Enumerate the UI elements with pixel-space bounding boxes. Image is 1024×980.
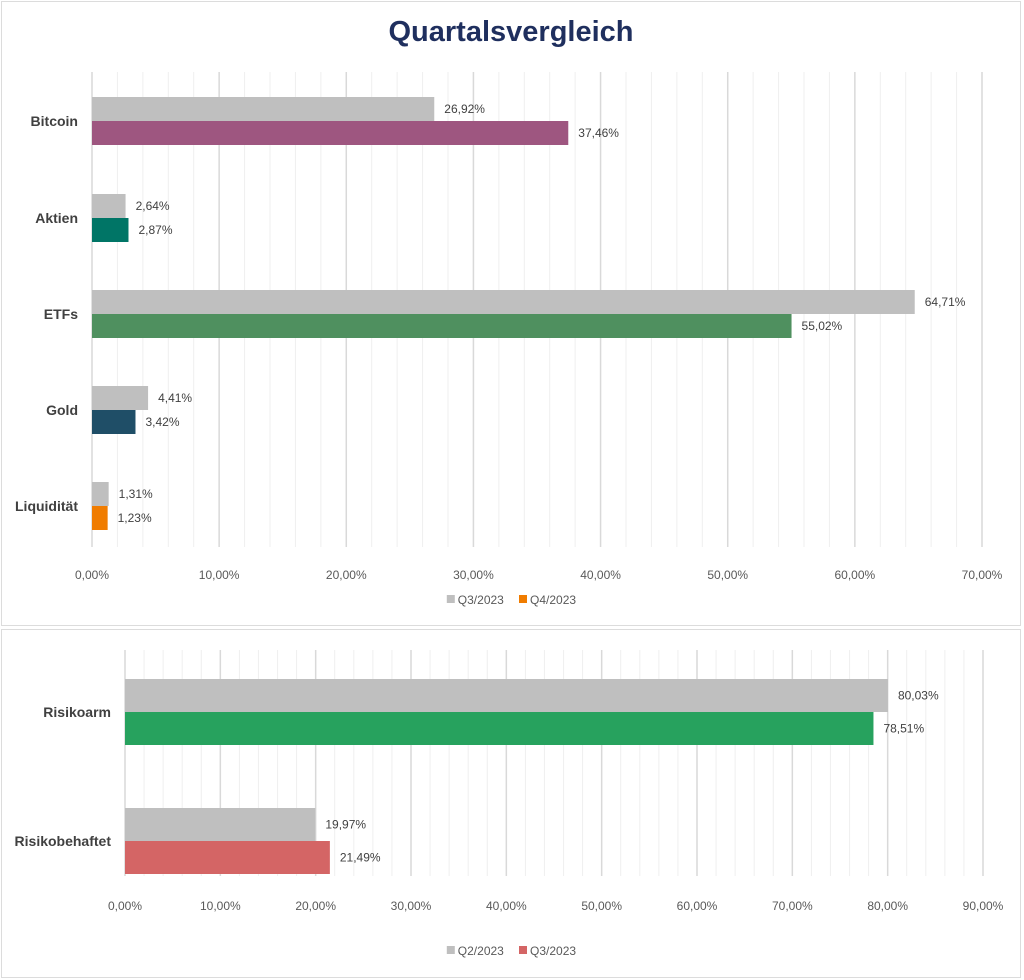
chart-2-svg: Risikoarm 80,03% 78,51% Risikobehaftet 19,97… bbox=[15, 650, 1004, 958]
data-label-etfs-q4-2023: 55,02% bbox=[802, 319, 843, 333]
bars bbox=[92, 97, 915, 530]
data-label-gold-q4-2023: 3,42% bbox=[145, 415, 179, 429]
bar-liquiditaet-q3-2023 bbox=[92, 482, 109, 506]
legend-item-q4-2023: Q4/2023 bbox=[519, 593, 576, 607]
x-tick-label: 90,00% bbox=[963, 899, 1004, 913]
legend-swatch-q2-2023 bbox=[446, 946, 455, 954]
data-label-liquiditaet-q4-2023: 1,23% bbox=[118, 511, 152, 525]
data-label-aktien-q3-2023: 2,64% bbox=[136, 199, 170, 213]
legend: Q3/2023 Q4/2023 bbox=[446, 593, 576, 607]
x-tick-label: 0,00% bbox=[108, 899, 142, 913]
bar-aktien-q4-2023 bbox=[92, 218, 129, 242]
legend-label-q3-2023: Q3/2023 bbox=[458, 593, 504, 607]
x-tick-label: 60,00% bbox=[677, 899, 718, 913]
x-tick-label: 30,00% bbox=[453, 568, 494, 582]
bar-risikoarm-q3-2023 bbox=[125, 712, 874, 745]
chart-title: Quartalsvergleich bbox=[388, 16, 634, 48]
bar-gold-q3-2023 bbox=[92, 386, 149, 410]
category-label-risikoarm: Risikoarm bbox=[43, 704, 111, 720]
bar-bitcoin-q4-2023 bbox=[92, 121, 569, 145]
chart-1-svg: Bitcoin 26,92% 37,46% Aktien 2,64% 2,87% ETFs 6… bbox=[15, 72, 1003, 607]
category-label-etfs: ETFs bbox=[44, 306, 78, 322]
legend-item-q3-2023: Q3/2023 bbox=[519, 944, 576, 958]
bar-etfs-q3-2023 bbox=[92, 290, 915, 314]
legend-label-q4-2023: Q4/2023 bbox=[530, 593, 576, 607]
legend: Q2/2023 Q3/2023 bbox=[446, 944, 576, 958]
x-tick-label: 0,00% bbox=[75, 568, 109, 582]
legend-item-q3-2023: Q3/2023 bbox=[446, 593, 504, 607]
x-tick-label: 70,00% bbox=[962, 568, 1003, 582]
data-label-risikobehaftet-q2-2023: 19,97% bbox=[325, 818, 366, 832]
bar-risikobehaftet-q3-2023 bbox=[125, 841, 330, 874]
bars bbox=[125, 679, 888, 874]
chart-panel-risk-comparison: Risikoarm 80,03% 78,51% Risikobehaftet 19,97… bbox=[1, 629, 1021, 978]
data-label-risikoarm-q2-2023: 80,03% bbox=[898, 689, 939, 703]
data-label-aktien-q4-2023: 2,87% bbox=[138, 223, 172, 237]
bar-etfs-q4-2023 bbox=[92, 314, 792, 338]
category-label-bitcoin: Bitcoin bbox=[31, 113, 78, 129]
x-tick-label: 20,00% bbox=[295, 899, 336, 913]
legend-swatch-q4-2023 bbox=[519, 595, 527, 603]
data-label-etfs-q3-2023: 64,71% bbox=[925, 295, 966, 309]
chart-panel-quarterly-comparison: Quartalsvergleich Bitcoin 26,92% 37,46% Akt… bbox=[1, 1, 1021, 626]
x-tick-label: 10,00% bbox=[200, 899, 241, 913]
category-label-liquiditaet: Liquidität bbox=[15, 498, 78, 514]
category-label-gold: Gold bbox=[46, 402, 78, 418]
bar-risikobehaftet-q2-2023 bbox=[125, 808, 316, 841]
data-label-bitcoin-q4-2023: 37,46% bbox=[578, 126, 619, 140]
legend-swatch-q3-2023 bbox=[519, 946, 527, 954]
data-label-bitcoin-q3-2023: 26,92% bbox=[444, 102, 485, 116]
x-tick-label: 30,00% bbox=[391, 899, 432, 913]
x-tick-label: 50,00% bbox=[581, 899, 622, 913]
x-tick-label: 40,00% bbox=[580, 568, 621, 582]
legend-swatch-q3-2023 bbox=[446, 595, 455, 603]
x-tick-label: 20,00% bbox=[326, 568, 367, 582]
category-label-aktien: Aktien bbox=[35, 210, 78, 226]
legend-item-q2-2023: Q2/2023 bbox=[446, 944, 504, 958]
bar-risikoarm-q2-2023 bbox=[125, 679, 888, 712]
category-label-risikobehaftet: Risikobehaftet bbox=[15, 833, 112, 849]
legend-label-q2-2023: Q2/2023 bbox=[458, 944, 504, 958]
x-tick-label: 40,00% bbox=[486, 899, 527, 913]
x-tick-label: 50,00% bbox=[707, 568, 748, 582]
x-tick-label: 70,00% bbox=[772, 899, 813, 913]
data-label-gold-q3-2023: 4,41% bbox=[158, 391, 192, 405]
bar-liquiditaet-q4-2023 bbox=[92, 506, 108, 530]
x-tick-label: 60,00% bbox=[835, 568, 876, 582]
data-label-risikobehaftet-q3-2023: 21,49% bbox=[340, 851, 381, 865]
x-tick-label: 10,00% bbox=[199, 568, 240, 582]
bar-aktien-q3-2023 bbox=[92, 194, 126, 218]
data-label-risikoarm-q3-2023: 78,51% bbox=[883, 722, 924, 736]
bar-gold-q4-2023 bbox=[92, 410, 136, 434]
legend-label-q3-2023: Q3/2023 bbox=[530, 944, 576, 958]
x-tick-label: 80,00% bbox=[867, 899, 908, 913]
bar-bitcoin-q3-2023 bbox=[92, 97, 435, 121]
data-label-liquiditaet-q3-2023: 1,31% bbox=[119, 487, 153, 501]
